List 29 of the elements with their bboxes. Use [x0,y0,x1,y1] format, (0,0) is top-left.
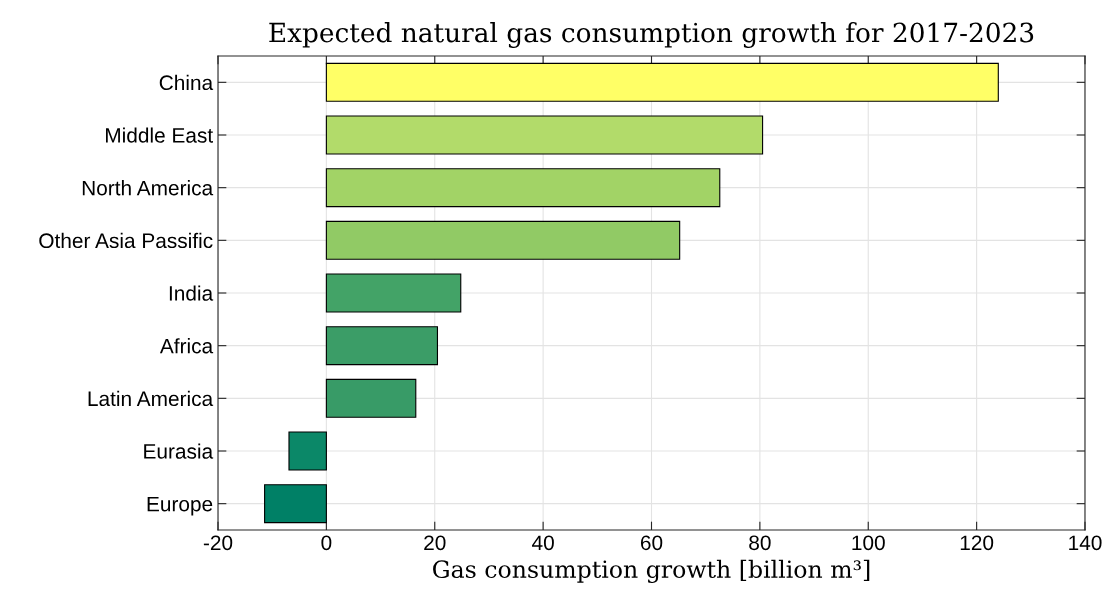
x-axis-title: Gas consumption growth [billion m³] [433,559,870,584]
x-tick-label: 60 [640,535,663,551]
y-tick-label: North America [82,180,214,196]
y-tick-label: India [169,285,214,301]
y-tick-label: Other Asia Passific [39,232,213,249]
bar [325,378,417,418]
x-tick-label: 80 [749,535,771,551]
bar [325,62,999,102]
x-tick-label: 20 [424,535,446,551]
y-tick-label: Latin America [88,390,214,407]
y-tick-label: Eurasia [144,443,214,459]
x-tick-label: 120 [960,535,994,551]
y-tick-label: Europe [147,496,213,516]
x-tick-label: 140 [1069,535,1102,551]
bar [264,484,327,524]
bar [325,326,439,366]
x-tick-label: -20 [203,535,233,551]
x-tick-label: 40 [532,535,554,551]
x-tick-label: 100 [852,535,885,551]
bar [325,220,681,260]
bar [325,115,764,155]
chart-title: Expected natural gas consumption growth for 2017-2023 [269,22,1034,48]
y-tick-label: Africa [159,338,214,354]
bar [288,431,327,471]
x-tick-label: 0 [321,535,332,551]
bar [325,273,462,313]
y-tick-label: China [159,74,214,91]
bar [325,168,721,208]
y-tick-label: Middle East [106,127,213,143]
